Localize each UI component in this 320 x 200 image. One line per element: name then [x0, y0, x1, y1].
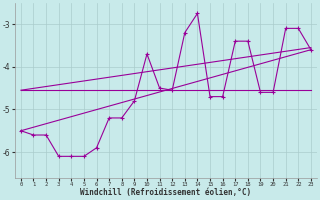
X-axis label: Windchill (Refroidissement éolien,°C): Windchill (Refroidissement éolien,°C) [80, 188, 252, 197]
